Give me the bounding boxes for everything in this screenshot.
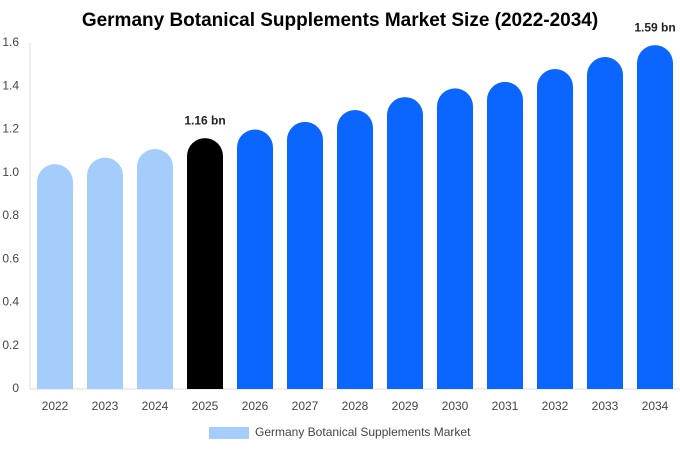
- bar: [287, 121, 323, 389]
- y-tick-label: 1.2: [2, 122, 19, 136]
- x-tick-label: 2034: [642, 399, 669, 413]
- bar: [37, 164, 73, 389]
- x-tick-label: 2025: [192, 399, 219, 413]
- value-label: 1.16 bn: [184, 113, 225, 127]
- bar: [587, 57, 623, 390]
- x-tick-label: 2028: [342, 399, 369, 413]
- value-label: 1.59 bn: [634, 20, 675, 34]
- x-tick-label: 2031: [492, 399, 519, 413]
- bar: [637, 45, 673, 389]
- legend-swatch: [209, 427, 249, 439]
- y-tick-label: 0: [12, 381, 19, 395]
- legend-label: Germany Botanical Supplements Market: [255, 425, 471, 439]
- x-tick-label: 2026: [242, 399, 269, 413]
- x-tick-label: 2029: [392, 399, 419, 413]
- y-tick-label: 1.0: [2, 165, 19, 179]
- bar: [337, 110, 373, 389]
- bar: [187, 138, 223, 389]
- y-tick-label: 0.8: [2, 208, 19, 222]
- x-tick-label: 2023: [92, 399, 119, 413]
- y-tick-label: 1.4: [2, 78, 19, 92]
- bar: [237, 129, 273, 389]
- bar: [87, 157, 123, 389]
- y-tick-label: 0.6: [2, 251, 19, 265]
- y-tick-label: 0.4: [2, 295, 19, 309]
- x-tick-label: 2030: [442, 399, 469, 413]
- y-tick-label: 0.2: [2, 338, 19, 352]
- bar: [387, 97, 423, 389]
- x-tick-label: 2022: [42, 399, 69, 413]
- bar: [537, 68, 573, 389]
- x-tick-label: 2024: [142, 399, 169, 413]
- x-tick-label: 2027: [292, 399, 319, 413]
- bar: [487, 81, 523, 390]
- chart-title: Germany Botanical Supplements Market Siz…: [82, 10, 598, 31]
- x-tick-label: 2033: [592, 399, 619, 413]
- bar: [137, 148, 173, 389]
- bar: [437, 88, 473, 389]
- x-tick-label: 2032: [542, 399, 569, 413]
- y-tick-label: 1.6: [2, 35, 19, 49]
